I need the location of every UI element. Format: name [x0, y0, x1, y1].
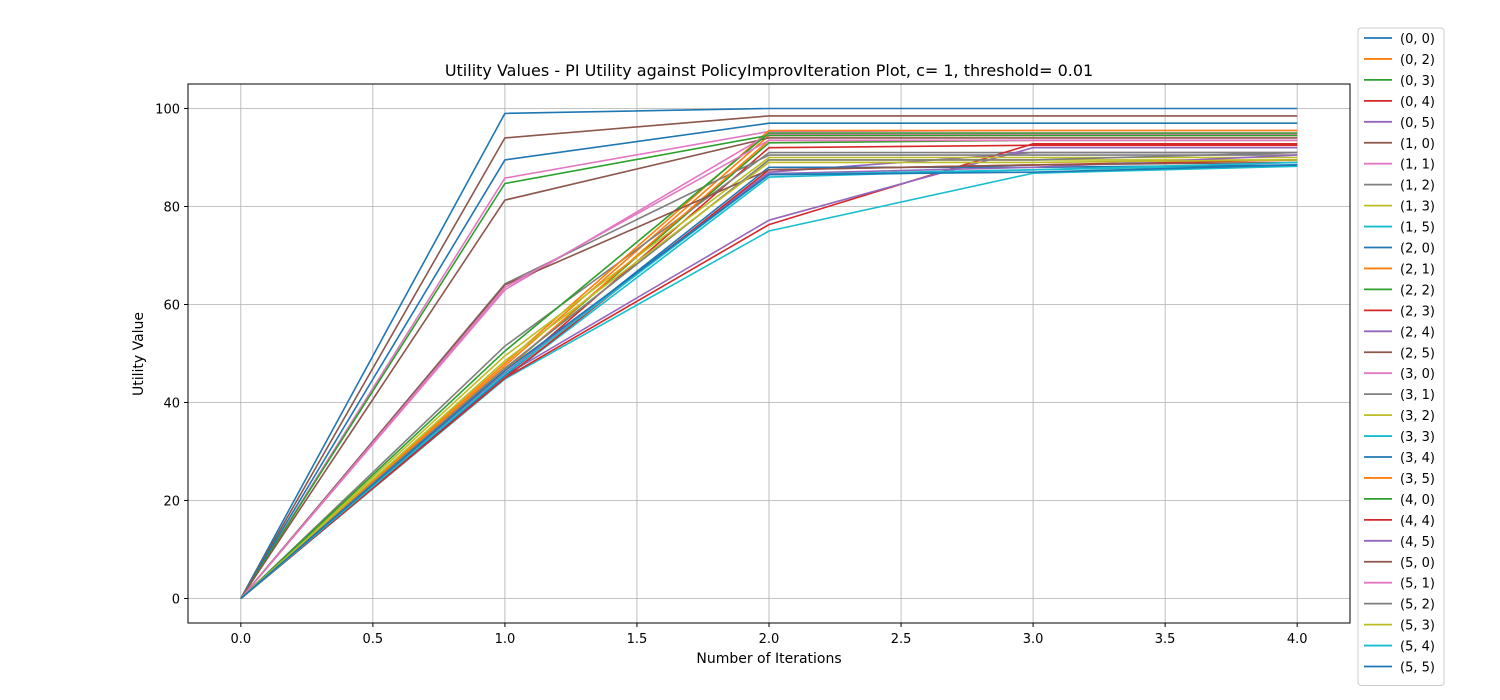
legend-entry-label: (5, 5): [1400, 661, 1435, 676]
x-tick-label: 0.5: [363, 632, 384, 647]
legend-entry-label: (1, 2): [1400, 179, 1435, 194]
series-line-28: [240, 159, 1298, 600]
legend-entry-label: (2, 2): [1400, 283, 1435, 298]
x-tick-label: 2.5: [891, 632, 912, 647]
y-tick-label: 0: [172, 593, 180, 608]
legend-box: [1357, 27, 1445, 686]
x-tick-label: 3.5: [1155, 632, 1176, 647]
legend-entry-label: (0, 4): [1400, 95, 1435, 110]
legend-entry-label: (1, 3): [1400, 200, 1435, 215]
legend-entry-label: (5, 1): [1400, 577, 1435, 592]
series-line-11: [240, 129, 1298, 600]
series-line-7: [240, 151, 1298, 600]
legend-entry-label: (5, 2): [1400, 598, 1435, 613]
legend-entry-label: (4, 4): [1400, 514, 1435, 529]
series-line-15: [240, 137, 1298, 599]
x-tick-label: 2.0: [759, 632, 780, 647]
series-line-30: [240, 164, 1298, 600]
legend-entry-label: (0, 0): [1400, 32, 1435, 47]
legend-entry-label: (1, 5): [1400, 221, 1435, 236]
series-line-5: [240, 115, 1298, 599]
legend-entry-label: (3, 1): [1400, 388, 1435, 403]
legend: (0, 0) (0, 2) (0, 3) (0, 4) (0, 5) (1, 0) (1, …: [1357, 27, 1445, 686]
legend-entry-label: (3, 0): [1400, 367, 1435, 382]
legend-entry-label: (2, 1): [1400, 262, 1435, 277]
series-line-12: [240, 134, 1298, 599]
series-line-25: [240, 161, 1298, 600]
x-tick-label: 4.0: [1287, 632, 1308, 647]
legend-entry-label: (3, 2): [1400, 409, 1435, 424]
legend-entry-label: (2, 4): [1400, 325, 1435, 340]
series-line-10: [240, 122, 1298, 599]
x-tick-label: 1.5: [627, 632, 648, 647]
x-tick-label: 0.0: [230, 632, 251, 647]
legend-entry-label: (4, 5): [1400, 535, 1435, 550]
series-line-27: [240, 151, 1298, 600]
legend-entry-label: (2, 3): [1400, 304, 1435, 319]
legend-entry-label: (1, 1): [1400, 158, 1435, 173]
x-axis-ticks: 0.0 0.5 1.0 1.5 2.0 2.5 3.0 3.5 4.0: [230, 623, 1308, 647]
legend-entry-label: (3, 5): [1400, 472, 1435, 487]
legend-entry-label: (0, 2): [1400, 53, 1435, 68]
legend-entry-label: (2, 0): [1400, 242, 1435, 257]
y-tick-label: 100: [155, 103, 180, 118]
x-tick-label: 3.0: [1023, 632, 1044, 647]
y-tick-label: 60: [163, 299, 180, 314]
series-line-26: [240, 139, 1298, 600]
legend-entry-label: (5, 0): [1400, 556, 1435, 571]
legend-entry-label: (3, 3): [1400, 430, 1435, 445]
y-axis-ticks: 0 20 40 60 80 100: [155, 103, 188, 608]
chart-title: Utility Values - PI Utility against Poli…: [445, 61, 1093, 80]
series-line-0: [240, 107, 1298, 599]
legend-entry-label: (2, 5): [1400, 346, 1435, 361]
y-tick-label: 40: [163, 397, 180, 412]
series-lines: [240, 107, 1298, 600]
x-axis-label: Number of Iterations: [696, 651, 841, 667]
y-axis-label: Utility Value: [131, 312, 147, 396]
legend-entry-label: (0, 5): [1400, 116, 1435, 131]
x-tick-label: 1.0: [495, 632, 516, 647]
legend-entry-label: (0, 3): [1400, 74, 1435, 89]
series-line-22: [240, 132, 1298, 600]
legend-entry-label: (5, 4): [1400, 640, 1435, 655]
legend-entry-label: (1, 0): [1400, 137, 1435, 152]
legend-entry-label: (3, 4): [1400, 451, 1435, 466]
legend-entry-label: (4, 0): [1400, 493, 1435, 508]
y-tick-label: 80: [163, 201, 180, 216]
y-tick-label: 20: [163, 495, 180, 510]
legend-entry-label: (5, 3): [1400, 619, 1435, 634]
